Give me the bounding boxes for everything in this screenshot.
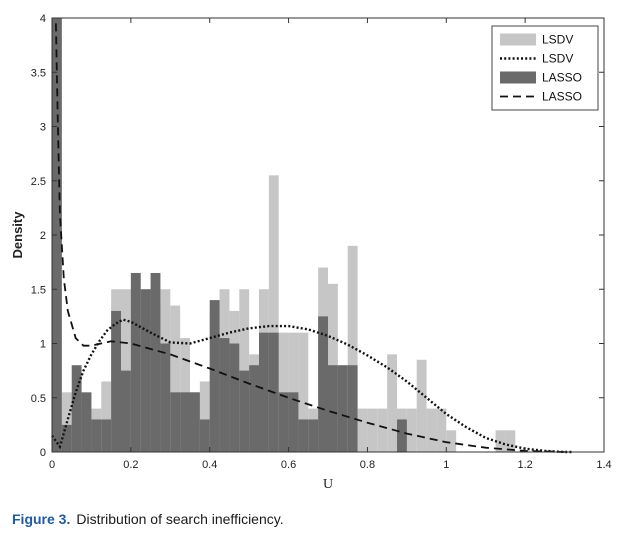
bar-lasso-14 <box>190 392 200 452</box>
legend-item-2: LASSO <box>500 71 582 85</box>
bar-lasso-8 <box>130 272 141 452</box>
y-tick-label-5: 2.5 <box>31 176 46 188</box>
bar-lsdv-36 <box>406 408 417 452</box>
bar-lasso-20 <box>249 365 259 452</box>
legend-item-1: LSDV <box>500 52 573 66</box>
x-tick-label-3: 0.6 <box>281 459 296 471</box>
x-tick-label-2: 0.4 <box>202 459 217 471</box>
x-tick-label-5: 1 <box>443 459 449 471</box>
bar-lasso-24 <box>288 392 299 452</box>
density-curve-lasso-dashed <box>55 23 565 453</box>
x-tick-label-1: 0.2 <box>123 459 138 471</box>
bar-lsdv-32 <box>367 408 378 452</box>
bar-lsdv-30 <box>347 245 358 452</box>
bar-lsdv-31 <box>357 408 368 452</box>
legend-item-3: LASSO <box>500 90 582 104</box>
bar-lsdv-25 <box>298 332 309 452</box>
bar-lasso-12 <box>170 392 181 452</box>
figure-caption: Figure 3. Distribution of search ineffici… <box>12 511 284 527</box>
bar-lasso-29 <box>337 365 348 452</box>
legend: LSDV LSDV LASSO LASSO <box>491 25 599 111</box>
bar-lsdv-46 <box>505 430 516 452</box>
bar-lasso-4 <box>91 419 102 452</box>
y-tick-label-0: 0 <box>40 447 46 459</box>
bar-lasso-17 <box>219 338 230 452</box>
y-tick-label-2: 1 <box>40 339 46 351</box>
y-tick-label-7: 3.5 <box>31 67 46 79</box>
bar-lsdv-38 <box>426 408 437 452</box>
bar-lasso-19 <box>239 370 250 452</box>
y-tick-label-4: 2 <box>40 230 46 242</box>
bar-lsdv-22 <box>268 175 279 452</box>
bar-lasso-27 <box>318 316 328 452</box>
legend-label-0: LSDV <box>542 33 573 47</box>
bar-lasso-5 <box>101 419 112 452</box>
bar-lasso-15 <box>199 419 210 452</box>
y-tick-label-6: 3 <box>40 122 46 134</box>
legend-item-0: LSDV <box>500 33 573 47</box>
legend-swatch-0 <box>500 33 536 46</box>
bar-lsdv-39 <box>436 408 447 452</box>
bar-lasso-31 <box>397 419 407 452</box>
figure-caption-label: Figure 3. <box>12 511 71 527</box>
bar-lsdv-45 <box>495 430 506 452</box>
x-tick-label-4: 0.8 <box>360 459 375 471</box>
legend-swatch-2 <box>500 71 536 84</box>
legend-label-1: LSDV <box>542 52 573 66</box>
bar-lasso-6 <box>111 310 121 452</box>
y-tick-label-8: 4 <box>40 13 46 25</box>
bar-lasso-28 <box>328 365 338 452</box>
x-tick-label-7: 1.4 <box>596 459 611 471</box>
bar-lsdv-15 <box>199 381 210 452</box>
bar-lasso-18 <box>229 343 240 452</box>
bar-lsdv-12 <box>170 305 181 452</box>
bar-lasso-23 <box>278 392 289 452</box>
axes: 0 0.2 0.4 0.6 0.8 1 1.2 1.4 0 0.5 1 1.5 2 2.5 3 3.5 4 U De… <box>10 13 612 492</box>
bar-lsdv-5 <box>101 381 112 452</box>
bar-lsdv-37 <box>416 359 427 452</box>
bar-lasso-2 <box>71 365 82 452</box>
x-axis-label: U <box>323 477 333 492</box>
bar-lasso-13 <box>180 392 190 452</box>
bar-lasso-11 <box>160 343 171 452</box>
bar-lasso-30 <box>347 365 358 452</box>
bar-lsdv-33 <box>377 408 388 452</box>
bar-lasso-26 <box>308 419 319 452</box>
bar-lsdv-34 <box>387 354 397 452</box>
plot-area <box>51 18 573 454</box>
bar-lasso-21 <box>259 332 269 452</box>
bar-lasso-7 <box>121 370 131 452</box>
bar-lasso-3 <box>81 392 92 452</box>
y-tick-label-1: 0.5 <box>31 393 46 405</box>
bar-lasso-25 <box>298 419 309 452</box>
bar-lasso-1 <box>61 424 72 452</box>
bar-lasso-10 <box>150 272 161 452</box>
bar-lasso-9 <box>140 289 151 452</box>
legend-label-3: LASSO <box>542 90 582 104</box>
x-tick-label-0: 0 <box>49 459 55 471</box>
figure-caption-text: Distribution of search inefficiency. <box>76 511 284 527</box>
legend-label-2: LASSO <box>542 71 582 85</box>
y-tick-label-3: 1.5 <box>31 284 46 296</box>
bar-lasso-16 <box>209 300 220 452</box>
density-curve-lsdv-dotted <box>51 318 573 454</box>
x-tick-label-6: 1.2 <box>517 459 532 471</box>
bar-lsdv-40 <box>446 430 457 452</box>
y-axis-label: Density <box>10 211 25 259</box>
